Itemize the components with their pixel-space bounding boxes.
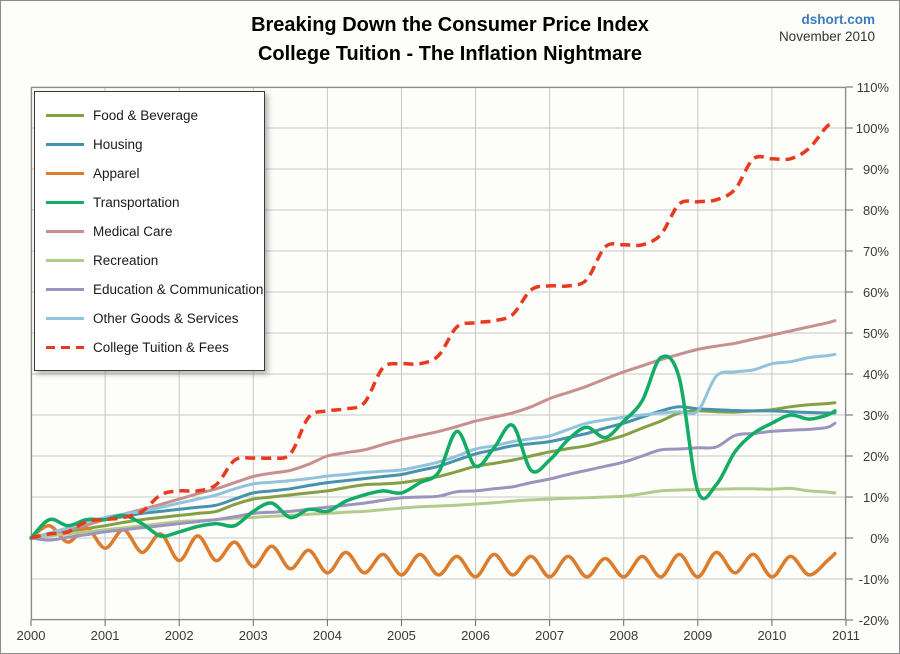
legend-swatch [46,316,84,321]
y-tick-label: 30% [862,408,889,423]
legend-item-food-and-beverage: Food & Beverage [35,101,264,130]
y-tick-label: 0% [870,531,889,546]
legend-item-housing: Housing [35,130,264,159]
y-tick-label: -20% [858,613,889,628]
legend-label: Education & Communication [93,282,264,297]
series-line-food-and-beverage [29,401,837,540]
x-tick-label: 2010 [757,628,787,643]
source-block: dshort.com November 2010 [779,11,875,45]
legend-label: Other Goods & Services [93,311,239,326]
y-tick-label: 70% [862,244,889,259]
chart-title-line1: Breaking Down the Consumer Price Index [251,14,649,36]
x-tick-label: 2011 [832,628,860,643]
y-tick-label: 100% [855,121,889,136]
legend-label: Food & Beverage [93,108,199,123]
legend-label: Medical Care [93,224,173,239]
x-tick-label: 2005 [386,628,416,643]
series-line-college-tuition-and-fees [30,122,836,540]
x-tick-label: 2002 [164,628,194,643]
legend-item-other-goods-and-services: Other Goods & Services [35,304,264,333]
legend-swatch [46,287,84,292]
series-line-apparel [29,523,837,579]
y-tick-label: 50% [862,326,889,341]
legend-label: Housing [93,137,143,152]
legend-label: Apparel [93,166,140,181]
legend-item-college-tuition-and-fees: College Tuition & Fees [35,333,264,362]
y-tick-label: 60% [862,285,889,300]
series-line-transportation [29,354,837,540]
y-tick-label: 20% [862,449,889,464]
x-tick-label: 2003 [238,628,268,643]
legend-item-apparel: Apparel [35,159,264,188]
legend-swatch [46,142,84,147]
series-line-other-goods-and-services [29,352,837,540]
y-tick-label: 110% [856,80,889,95]
x-tick-label: 2008 [609,628,639,643]
x-tick-label: 2007 [535,628,565,643]
legend: Food & Beverage Housing Apparel Transportat… [34,91,265,371]
legend-item-transportation: Transportation [35,188,264,217]
chart-title-block: Breaking Down the Consumer Price Index C… [1,11,899,69]
legend-item-education-and-communication: Education & Communication [35,275,264,304]
legend-swatch [46,258,84,263]
legend-swatch [46,200,84,205]
x-tick-label: 2009 [683,628,713,643]
y-tick-label: 40% [862,367,889,382]
legend-swatch [46,229,84,234]
x-tick-label: 2006 [461,628,490,643]
y-tick-label: -10% [858,572,889,587]
series-line-medical-care [29,319,837,540]
y-tick-label: 90% [862,162,889,177]
y-tick-label: 80% [862,203,889,218]
legend-label: College Tuition & Fees [93,340,229,355]
legend-label: Recreation [93,253,159,268]
legend-label: Transportation [93,195,180,210]
legend-swatch [46,113,84,118]
plot-border [30,86,847,621]
y-tick-label: 10% [862,490,889,505]
series-line-housing [29,405,837,540]
x-tick-label: 2000 [16,628,46,643]
x-tick-label: 2004 [312,628,342,643]
series-line-education-and-communication [29,421,837,542]
legend-swatch [46,171,84,176]
legend-swatch [46,345,84,350]
legend-item-medical-care: Medical Care [35,217,264,246]
source-link[interactable]: dshort.com [801,12,875,27]
source-date: November 2010 [778,29,875,44]
x-tick-label: 2001 [90,628,120,643]
legend-item-recreation: Recreation [35,246,264,275]
chart-title-line2: College Tuition - The Inflation Nightmar… [257,43,643,65]
